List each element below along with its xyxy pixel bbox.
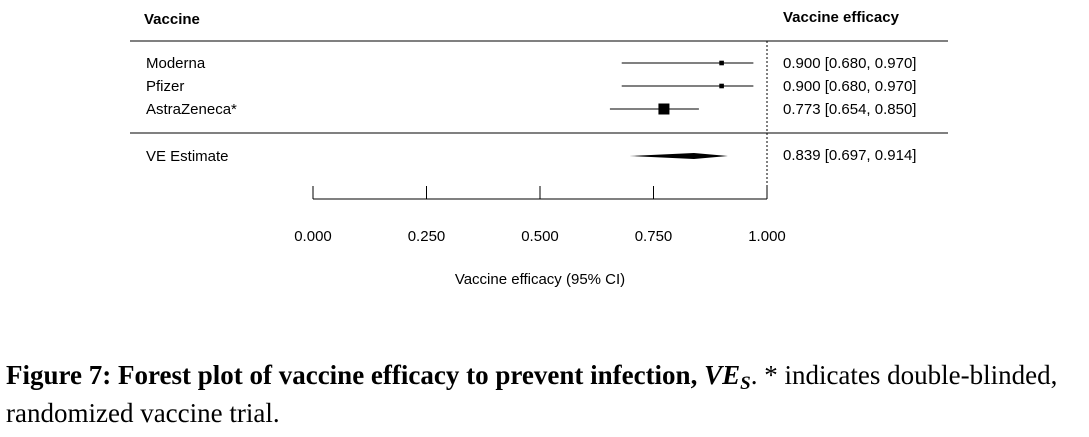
x-axis-tick-label: 0.750 bbox=[635, 228, 673, 245]
x-axis-tick-label: 0.250 bbox=[408, 228, 446, 245]
forest-plot: Vaccine Vaccine efficacy Moderna 0.900 [0… bbox=[130, 9, 948, 288]
caption-title: Forest plot of vaccine efficacy to preve… bbox=[117, 360, 698, 390]
study-label: AstraZeneca* bbox=[146, 101, 237, 118]
caption-ve-symbol: VE bbox=[704, 360, 741, 390]
caption-ve-subscript: S bbox=[740, 373, 751, 394]
study-label: Moderna bbox=[146, 55, 206, 72]
x-axis-tick-label: 0.500 bbox=[521, 228, 559, 245]
x-axis-tick-label: 0.000 bbox=[294, 228, 332, 245]
pooled-ci-text: 0.839 [0.697, 0.914] bbox=[783, 147, 916, 164]
pooled-diamond bbox=[629, 153, 728, 159]
caption-rest: . * indicates double-blinded, randomized… bbox=[6, 360, 1058, 428]
study-point-estimate bbox=[658, 103, 670, 115]
figure-caption: Figure 7: Forest plot of vaccine efficac… bbox=[6, 358, 1086, 430]
caption-label: Figure 7: bbox=[6, 360, 112, 390]
column-header-vaccine: Vaccine bbox=[144, 11, 200, 28]
study-ci-text: 0.773 [0.654, 0.850] bbox=[783, 101, 916, 118]
x-axis-tick-label: 1.000 bbox=[748, 228, 786, 245]
study-point-estimate bbox=[719, 60, 724, 66]
column-header-efficacy: Vaccine efficacy bbox=[783, 9, 900, 26]
pooled-label: VE Estimate bbox=[146, 148, 229, 165]
study-label: Pfizer bbox=[146, 78, 184, 95]
study-ci-text: 0.900 [0.680, 0.970] bbox=[783, 55, 916, 72]
study-ci-text: 0.900 [0.680, 0.970] bbox=[783, 78, 916, 95]
study-point-estimate bbox=[719, 83, 724, 89]
x-axis-label: Vaccine efficacy (95% CI) bbox=[455, 271, 625, 288]
